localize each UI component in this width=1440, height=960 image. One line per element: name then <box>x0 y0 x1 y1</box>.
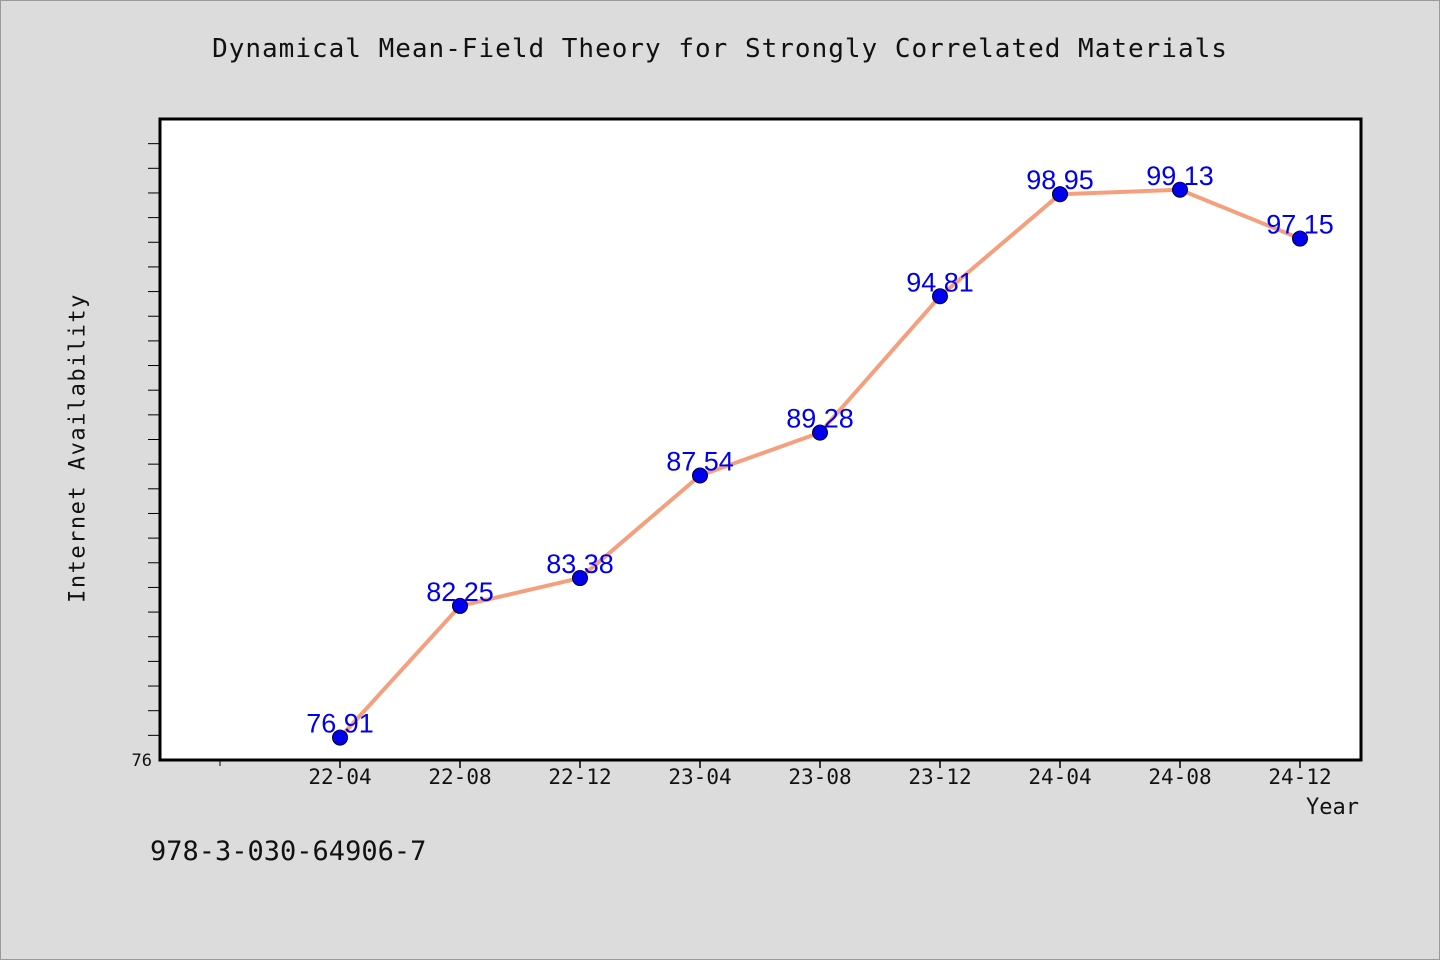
x-axis-ticks: 22-04 22-08 22-12 23-04 23-08 23-12 24-04 24-08… <box>219 760 1332 789</box>
plot-area <box>158 117 1363 762</box>
data-point <box>572 570 588 587</box>
chart-title: Dynamical Mean-Field Theory for Strongly… <box>212 34 1228 64</box>
x-tick-label: 22-12 <box>548 765 611 789</box>
y-axis-label: Internet Availability <box>65 293 91 603</box>
data-label: 83.38 <box>546 549 614 579</box>
data-label: 99.13 <box>1146 161 1214 191</box>
isbn-text: 978-3-030-64906-7 <box>150 836 427 867</box>
data-point <box>692 467 708 484</box>
series-markers <box>332 181 1308 746</box>
data-label: 87.54 <box>666 446 734 476</box>
data-point <box>332 729 348 746</box>
x-tick-label: 23-04 <box>668 765 731 789</box>
x-tick-label: 22-08 <box>428 765 491 789</box>
x-tick-label: 24-12 <box>1268 765 1331 789</box>
x-tick-label: 23-12 <box>908 765 971 789</box>
data-label: 98.95 <box>1026 165 1094 195</box>
data-label: 76.91 <box>306 709 374 739</box>
x-tick-label: 23-08 <box>788 765 851 789</box>
data-point <box>932 288 948 305</box>
x-tick-label: 22-04 <box>308 765 371 789</box>
x-axis-label: Year <box>1306 795 1359 820</box>
data-point <box>1052 186 1068 203</box>
y-tick-label: 76 <box>132 751 152 771</box>
data-point <box>1292 230 1308 247</box>
data-point <box>812 424 828 441</box>
data-label: 82.25 <box>426 577 494 607</box>
x-tick-label: 24-04 <box>1028 765 1091 789</box>
data-point <box>1172 181 1188 198</box>
data-point <box>452 597 468 614</box>
x-tick-label: 24-08 <box>1148 765 1211 789</box>
data-label: 89.28 <box>786 404 854 434</box>
data-labels: 76.91 82.25 83.38 87.54 89.28 94.81 98.95 99.13… <box>306 161 1334 739</box>
data-label: 94.81 <box>906 267 974 297</box>
data-label: 97.15 <box>1266 210 1334 240</box>
y-axis-ticks: 76 <box>132 143 160 771</box>
